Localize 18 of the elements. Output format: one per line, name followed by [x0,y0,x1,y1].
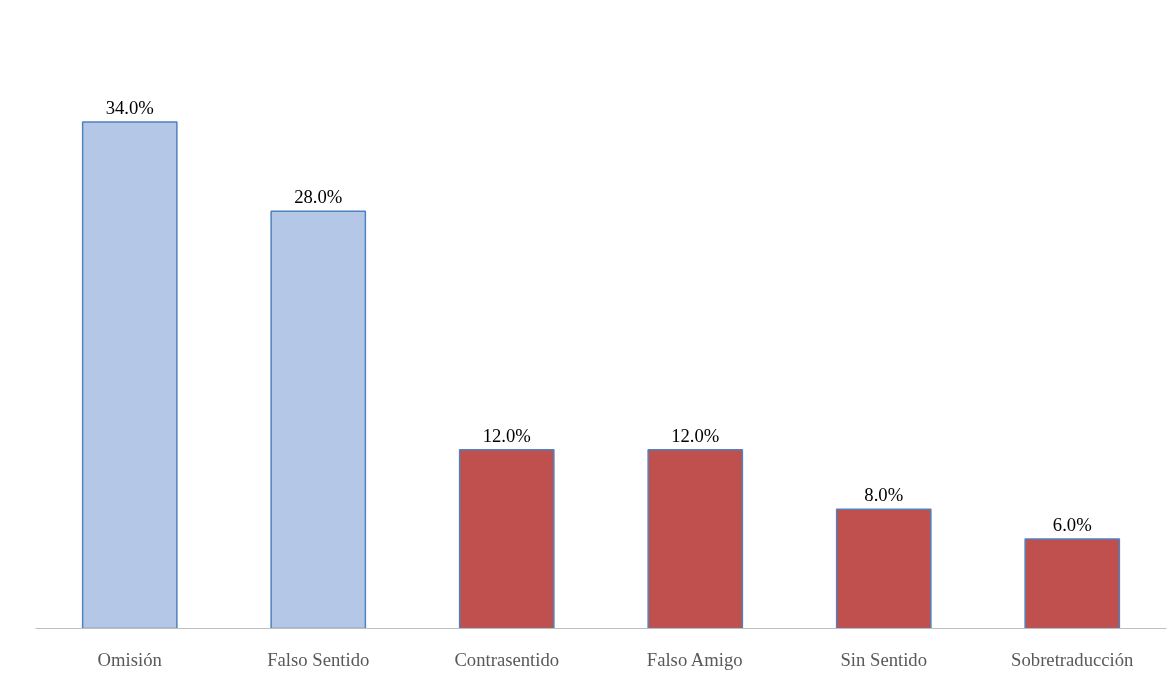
x-tick-label: Falso Amigo [646,648,743,670]
x-tick-label: Omisión [97,648,163,670]
bar [647,448,744,629]
bar [270,210,367,629]
x-tick-label: Sin Sentido [840,648,928,670]
bar [1024,538,1121,629]
x-tick-label: Sobretraducción [1011,648,1135,670]
data-label: 34.0% [105,96,154,118]
bar [835,508,932,629]
data-label: 28.0% [294,186,343,208]
x-tick-label: Falso Sentido [267,648,370,670]
data-label: 6.0% [1052,514,1092,536]
data-label: 12.0% [482,424,531,446]
x-tick-label: Contrasentido [454,648,560,670]
bar [458,448,555,629]
data-label: 12.0% [671,424,720,446]
bar [81,121,178,629]
data-label: 8.0% [864,484,904,506]
